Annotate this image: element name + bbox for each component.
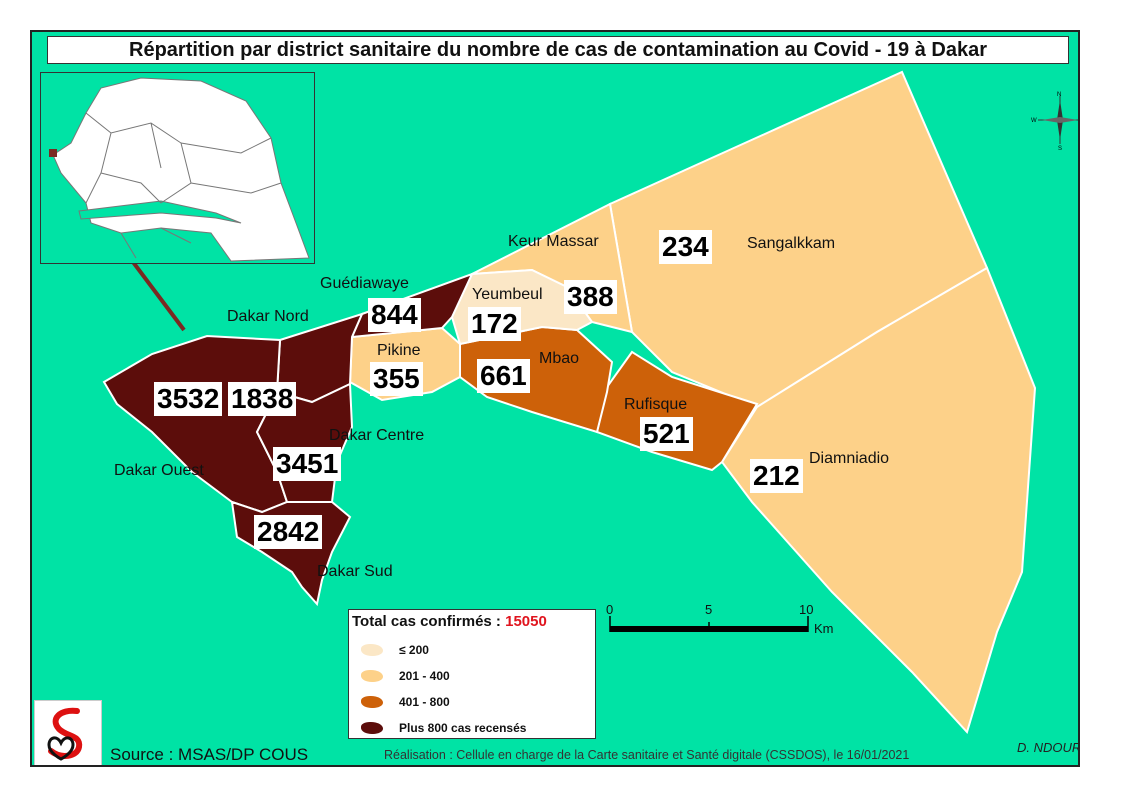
legend-total: 15050 xyxy=(505,613,547,630)
legend-swatch xyxy=(361,644,383,656)
legend-label: Plus 800 cas recensés xyxy=(399,721,527,735)
case-count: 355 xyxy=(370,362,423,396)
district-dakar-ouest xyxy=(102,334,289,514)
case-count: 234 xyxy=(659,230,712,264)
compass-n: N xyxy=(1057,92,1061,98)
case-count: 1838 xyxy=(228,382,297,416)
senegal-inset-svg xyxy=(49,77,310,262)
logo-svg xyxy=(47,707,83,761)
gambia-strip xyxy=(78,200,242,224)
district-label: Rufisque xyxy=(624,396,688,413)
senegal-inset-map xyxy=(40,72,315,264)
district-label: Dakar Nord xyxy=(227,308,309,325)
district-label: Diamniadio xyxy=(809,450,890,467)
legend-title-text: Total cas confirmés : xyxy=(352,613,501,630)
scale-unit: Km xyxy=(814,621,834,636)
map-frame: Répartition par district sanitaire du no… xyxy=(30,30,1080,767)
case-count: 521 xyxy=(640,417,693,451)
district-label: Guédiawaye xyxy=(320,275,409,292)
legend-label: ≤ 200 xyxy=(399,643,429,657)
region-lines xyxy=(85,112,282,259)
legend-swatch xyxy=(361,696,383,708)
legend-label: 201 - 400 xyxy=(399,669,450,683)
legend-swatch xyxy=(361,670,383,682)
case-count: 388 xyxy=(564,280,617,314)
case-count: 661 xyxy=(477,359,530,393)
scale-label: 10 xyxy=(799,602,814,617)
legend-title: Total cas confirmés : 15050 xyxy=(352,613,547,630)
district-label: Mbao xyxy=(539,350,580,367)
case-count: 2842 xyxy=(254,515,323,549)
legend-swatch xyxy=(361,722,383,734)
scale-label: 5 xyxy=(705,602,713,617)
district-label: Dakar Ouest xyxy=(114,462,204,479)
case-count: 3451 xyxy=(273,447,342,481)
source-text: Source : MSAS/DP COUS xyxy=(110,745,309,764)
case-count: 172 xyxy=(468,307,521,341)
compass-svg: N S E W xyxy=(1031,92,1078,152)
credit-text: Réalisation : Cellule en charge de la Ca… xyxy=(384,748,910,762)
ministry-logo xyxy=(34,700,102,765)
north-arrow-icon: N S E W xyxy=(1030,90,1078,152)
case-count: 844 xyxy=(368,298,421,332)
district-label: Pikine xyxy=(377,342,421,359)
senegal-outline xyxy=(52,77,310,262)
map-title: Répartition par district sanitaire du no… xyxy=(47,36,1069,64)
compass-w: W xyxy=(1031,118,1037,124)
scale-label: 0 xyxy=(606,602,614,617)
case-count: 212 xyxy=(750,459,803,493)
district-label: Keur Massar xyxy=(508,233,599,250)
dakar-marker xyxy=(49,149,57,157)
district-label: Sangalkkam xyxy=(747,235,836,252)
district-label: Dakar Centre xyxy=(329,427,425,444)
case-count: 3532 xyxy=(154,382,223,416)
district-diamniadio xyxy=(720,266,1037,734)
map-legend: Total cas confirmés : 15050 ≤ 200 201 - … xyxy=(348,609,596,739)
legend-label: 401 - 800 xyxy=(399,695,450,709)
district-label: Dakar Sud xyxy=(317,563,393,580)
compass-s: S xyxy=(1058,146,1062,150)
author-text: D. NDOUR xyxy=(1017,740,1080,755)
district-label: Yeumbeul xyxy=(472,286,543,303)
